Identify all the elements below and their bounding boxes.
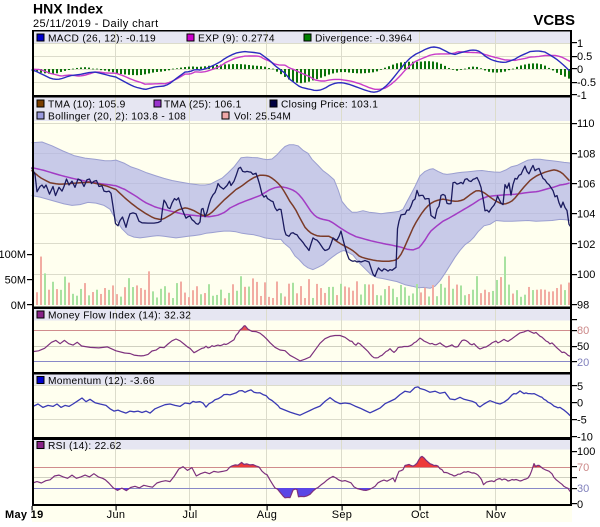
svg-text:106: 106	[577, 179, 595, 191]
svg-text:0: 0	[577, 64, 583, 76]
svg-text:VCBS: VCBS	[533, 12, 575, 29]
svg-text:-10: -10	[577, 431, 593, 443]
svg-text:110: 110	[577, 118, 595, 130]
svg-text:Oct: Oct	[411, 509, 429, 521]
svg-text:Aug: Aug	[257, 509, 277, 521]
svg-text:70: 70	[577, 462, 589, 474]
svg-text:Jun: Jun	[107, 509, 126, 521]
svg-text:TMA (25): 106.1: TMA (25): 106.1	[164, 100, 242, 111]
svg-text:Momentum (12): -3.66: Momentum (12): -3.66	[48, 376, 155, 387]
svg-text:100: 100	[577, 446, 595, 458]
svg-text:HNX Index: HNX Index	[33, 1, 103, 17]
svg-text:MACD (26, 12): -0.119: MACD (26, 12): -0.119	[48, 34, 156, 45]
svg-text:0: 0	[577, 398, 583, 410]
svg-text:0: 0	[577, 499, 583, 511]
svg-text:Jul: Jul	[183, 509, 198, 521]
svg-text:-5: -5	[577, 415, 587, 427]
svg-text:100M: 100M	[0, 249, 26, 261]
svg-text:-0.5: -0.5	[577, 77, 596, 89]
svg-text:-1: -1	[577, 90, 587, 102]
svg-text:TMA (10): 105.9: TMA (10): 105.9	[48, 100, 126, 111]
svg-text:Bollinger (20, 2): 103.8 - 108: Bollinger (20, 2): 103.8 - 108	[48, 112, 186, 123]
svg-text:0.5: 0.5	[577, 51, 592, 63]
svg-text:98: 98	[577, 299, 589, 311]
svg-text:EXP (9): 0.2774: EXP (9): 0.2774	[198, 34, 275, 45]
svg-text:RSI (14): 22.62: RSI (14): 22.62	[48, 441, 122, 452]
svg-text:25/11/2019 - Daily chart: 25/11/2019 - Daily chart	[33, 18, 159, 30]
svg-text:0M: 0M	[11, 300, 26, 312]
svg-text:50M: 50M	[5, 275, 26, 287]
svg-text:30: 30	[577, 483, 589, 495]
svg-text:20: 20	[577, 357, 589, 369]
svg-text:50: 50	[577, 341, 589, 353]
svg-text:Vol: 25.54M: Vol: 25.54M	[234, 112, 291, 123]
svg-text:1: 1	[577, 38, 583, 50]
svg-text:5: 5	[577, 381, 583, 393]
svg-text:100: 100	[577, 269, 595, 281]
svg-text:108: 108	[577, 148, 595, 160]
svg-text:104: 104	[577, 209, 595, 221]
svg-text:80: 80	[577, 325, 589, 337]
svg-text:Sep: Sep	[332, 509, 352, 521]
svg-text:Nov: Nov	[486, 509, 507, 521]
svg-text:Money Flow Index (14): 32.32: Money Flow Index (14): 32.32	[48, 311, 191, 322]
svg-text:Closing Price: 103.1: Closing Price: 103.1	[281, 100, 378, 111]
svg-text:Divergence: -0.3964: Divergence: -0.3964	[315, 34, 412, 45]
svg-text:102: 102	[577, 239, 595, 251]
svg-text:May 19: May 19	[5, 509, 44, 521]
